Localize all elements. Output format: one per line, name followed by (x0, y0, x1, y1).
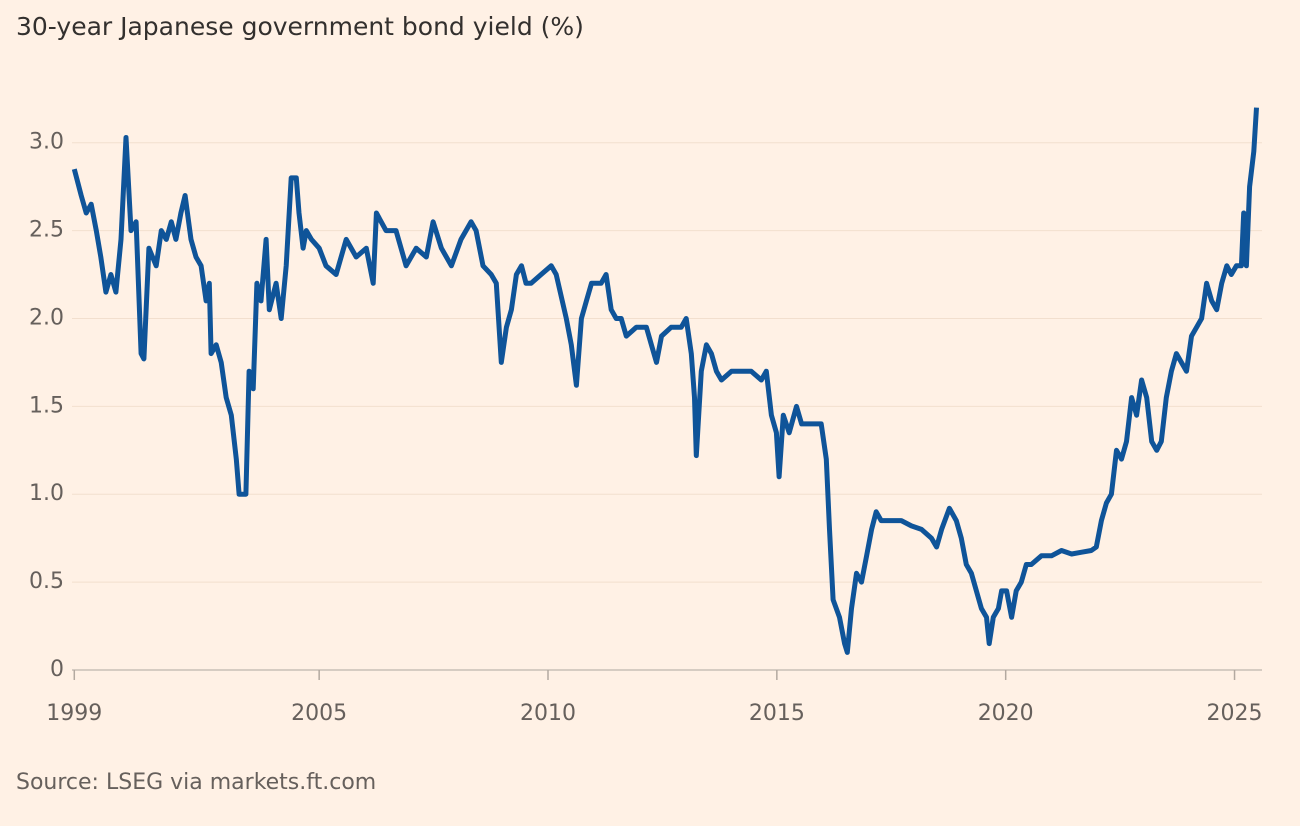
y-tick-label: 3.0 (29, 130, 64, 155)
x-tick-label: 2015 (749, 701, 805, 726)
y-tick-label: 0 (50, 657, 64, 682)
y-tick-label: 2.0 (29, 305, 64, 330)
x-tick-label: 2025 (1207, 701, 1263, 726)
x-tick-label: 2010 (520, 701, 576, 726)
source-note: Source: LSEG via markets.ft.com (16, 770, 376, 795)
x-tick-label: 2005 (291, 701, 347, 726)
x-tick-label: 1999 (46, 701, 102, 726)
y-tick-label: 2.5 (29, 218, 64, 243)
y-tick-label: 1.5 (29, 393, 64, 418)
y-tick-label: 1.0 (29, 481, 64, 506)
y-tick-label: 0.5 (29, 569, 64, 594)
x-tick-label: 2020 (978, 701, 1034, 726)
yield-line (71, 107, 1259, 655)
chart-title: 30-year Japanese government bond yield (… (16, 12, 584, 41)
